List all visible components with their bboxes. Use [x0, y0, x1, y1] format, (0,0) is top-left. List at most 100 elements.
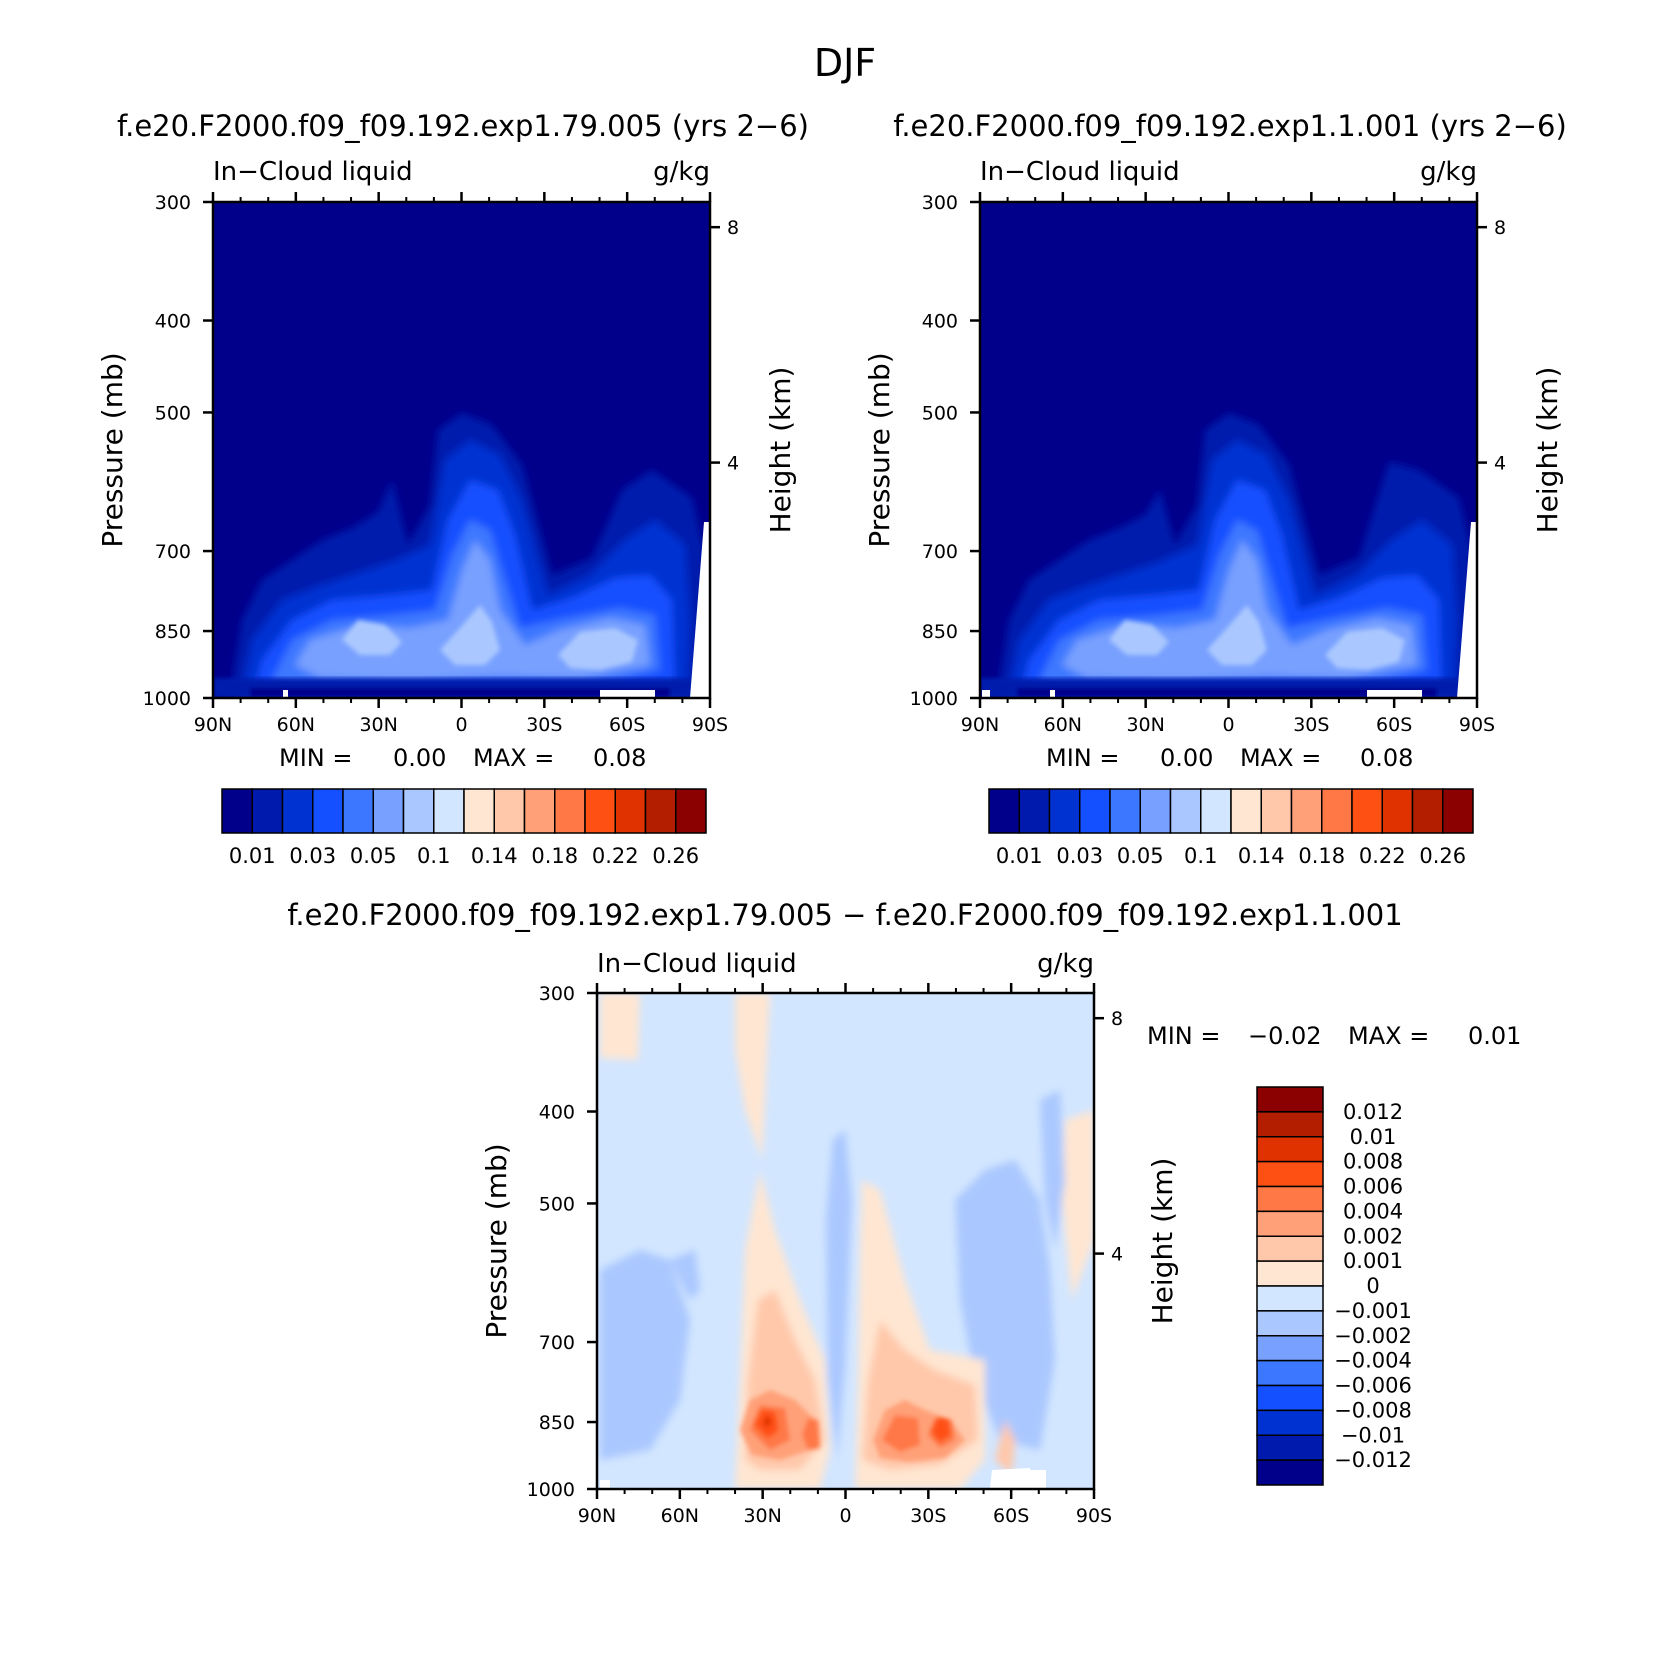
left-colorbar-box [523, 788, 556, 834]
left-colorbar-box [584, 788, 616, 834]
diff-y-right-tick-label: 8 [1111, 1008, 1123, 1030]
diff-colorbar-label: 0.008 [1343, 1150, 1403, 1174]
right-colorbar-box [1048, 788, 1081, 834]
left-colorbar-label: 0.05 [350, 844, 397, 868]
diff-y-tick-label: 1000 [527, 1479, 575, 1501]
right-y-axis-label: Pressure (mb) [863, 352, 896, 547]
left-variable-label: In−Cloud liquid [213, 157, 413, 187]
right-colorbar-label: 0.01 [996, 844, 1043, 868]
diff-y-right-tick-label: 4 [1111, 1244, 1123, 1266]
right-y-right-tick-label: 8 [1494, 217, 1506, 239]
right-colorbar-box [1109, 788, 1141, 834]
diff-max-value: 0.01 [1468, 1022, 1521, 1050]
right-colorbar-box [1200, 788, 1232, 834]
left-colorbar-box [433, 788, 465, 834]
diff-min-label: MIN = [1147, 1022, 1220, 1050]
diff-units-label: g/kg [1037, 949, 1094, 979]
left-colorbar-box [493, 788, 526, 834]
right-x-tick-label: 30N [1126, 714, 1164, 736]
right-min-value: 0.00 [1160, 744, 1213, 772]
diff-variable-label: In−Cloud liquid [597, 949, 797, 979]
diff-y-right-axis-label: Height (km) [1146, 1158, 1179, 1325]
diff-y-tick-label: 300 [539, 983, 575, 1005]
diff-colorbar-label: −0.006 [1334, 1374, 1412, 1398]
right-y-right-axis-label: Height (km) [1531, 367, 1564, 534]
left-axes: 90N 60N 30N 0 30S 60S 90S 300 400 500 700 850 1000 4 8 [143, 192, 739, 736]
right-colorbar-box [1381, 788, 1414, 834]
left-x-tick-label: 60S [609, 714, 645, 736]
right-colorbar-box [1411, 788, 1444, 834]
left-x-tick-label: 30N [359, 714, 397, 736]
left-colorbar-box [312, 788, 344, 834]
left-colorbar-label: 0.22 [592, 844, 639, 868]
left-max-value: 0.08 [593, 744, 646, 772]
diff-colorbar-box [1256, 1384, 1324, 1412]
left-colorbar-box [372, 788, 405, 834]
diff-colorbar-box [1256, 1160, 1324, 1188]
left-colorbar-label: 0.03 [289, 844, 336, 868]
panel-right: f.e20.F2000.f09_f09.192.exp1.1.001 (yrs … [863, 109, 1567, 868]
left-run-title: f.e20.F2000.f09_f09.192.exp1.79.005 (yrs… [117, 109, 809, 143]
right-x-tick-label: 60S [1376, 714, 1412, 736]
right-y-tick-label: 1000 [910, 688, 958, 710]
left-y-tick-label: 300 [155, 192, 191, 214]
diff-colorbar-label: −0.008 [1334, 1398, 1412, 1422]
diff-contour-field [597, 993, 1094, 1489]
left-colorbar-box [675, 788, 707, 834]
diff-x-tick-label: 60S [993, 1505, 1029, 1527]
right-colorbar-box [1290, 788, 1323, 834]
diff-colorbar-box [1256, 1459, 1324, 1486]
right-colorbar-box [1079, 788, 1111, 834]
diff-colorbar-box [1256, 1409, 1324, 1436]
right-run-title: f.e20.F2000.f09_f09.192.exp1.1.001 (yrs … [893, 109, 1567, 143]
diff-colorbar: 0.0120.010.0080.0060.0040.0020.0010−0.00… [1256, 1086, 1412, 1486]
right-colorbar-label: 0.22 [1359, 844, 1406, 868]
left-colorbar-box [554, 788, 586, 834]
diff-colorbar-box [1256, 1235, 1324, 1262]
diff-axes: 90N 60N 30N 0 30S 60S 90S 300 400 500 700 850 1000 4 8 [527, 983, 1123, 1527]
left-y-right-tick-label: 4 [727, 453, 739, 475]
diff-y-tick-label: 500 [539, 1193, 575, 1215]
diff-colorbar-box [1256, 1086, 1324, 1113]
left-colorbar-label: 0.18 [531, 844, 578, 868]
left-x-tick-label: 90S [692, 714, 728, 736]
diff-colorbar-label: 0.006 [1343, 1175, 1403, 1199]
right-x-tick-label: 90S [1459, 714, 1495, 736]
left-y-tick-label: 700 [155, 541, 191, 563]
diff-colorbar-box [1256, 1210, 1324, 1237]
left-x-tick-label: 90N [194, 714, 232, 736]
left-colorbar-box [251, 788, 284, 834]
right-colorbar-box [1230, 788, 1262, 834]
diff-colorbar-box [1256, 1260, 1324, 1287]
left-colorbar-box [614, 788, 647, 834]
diff-colorbar-box [1256, 1335, 1324, 1362]
right-min-label: MIN = [1046, 744, 1119, 772]
right-colorbar-box [1139, 788, 1172, 834]
right-colorbar: 0.01 0.03 0.05 0.1 0.14 0.18 0.22 0.26 [988, 788, 1474, 868]
left-y-tick-label: 850 [155, 621, 191, 643]
diff-colorbar-box [1256, 1359, 1324, 1387]
right-colorbar-label: 0.03 [1056, 844, 1103, 868]
left-y-tick-label: 400 [155, 311, 191, 333]
left-colorbar-box [281, 788, 314, 834]
diff-max-label: MAX = [1348, 1022, 1429, 1050]
right-colorbar-box [988, 788, 1020, 834]
left-colorbar-label: 0.1 [417, 844, 450, 868]
left-y-tick-label: 500 [155, 402, 191, 424]
diff-colorbar-label: 0.01 [1350, 1125, 1397, 1149]
diff-colorbar-label: −0.004 [1334, 1349, 1412, 1373]
diff-colorbar-label: −0.012 [1334, 1448, 1412, 1472]
right-x-tick-label: 60N [1044, 714, 1082, 736]
page-title: DJF [814, 41, 876, 85]
right-y-tick-label: 700 [922, 541, 958, 563]
left-x-tick-label: 0 [455, 714, 467, 736]
right-max-label: MAX = [1240, 744, 1321, 772]
diff-y-tick-label: 700 [539, 1332, 575, 1354]
left-colorbar-box [463, 788, 495, 834]
left-colorbar-box [644, 788, 677, 834]
left-colorbar: 0.01 0.03 0.05 0.1 0.14 0.18 0.22 0.26 [221, 788, 707, 868]
left-colorbar-label: 0.01 [229, 844, 276, 868]
left-colorbar-box [342, 788, 374, 834]
right-y-tick-label: 400 [922, 311, 958, 333]
diff-colorbar-label: 0 [1366, 1274, 1379, 1298]
